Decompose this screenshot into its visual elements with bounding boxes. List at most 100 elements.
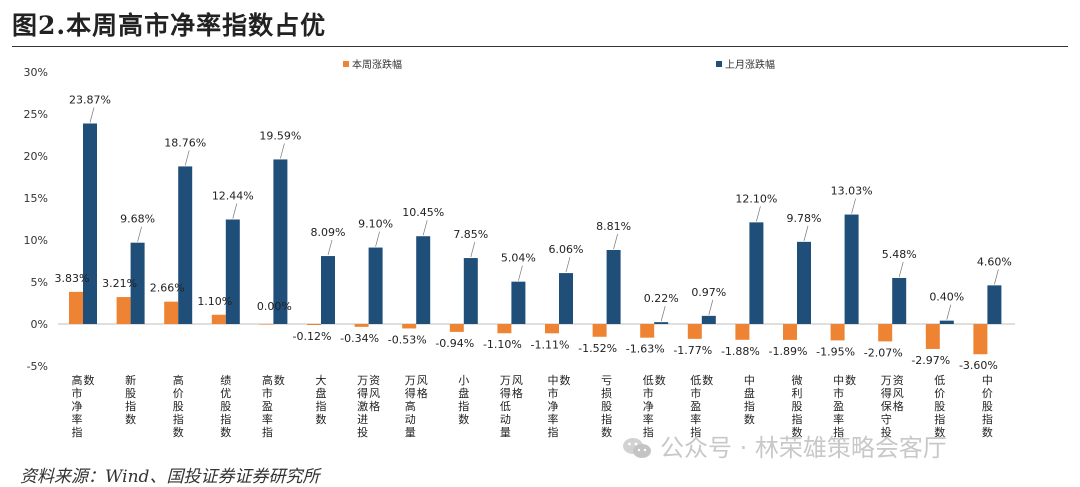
leader-line: [851, 198, 856, 214]
chart-title: 图2.本周高市净率指数占优: [12, 11, 327, 40]
bar-this-week: [830, 324, 845, 341]
leader-line: [375, 231, 380, 247]
data-label-last-month: 4.60%: [977, 255, 1012, 268]
x-tick-label: 中盘指数: [744, 374, 755, 426]
bar-last-month: [987, 285, 1002, 324]
y-tick-label: 20%: [24, 150, 48, 163]
data-label-this-week: -0.12%: [293, 330, 332, 343]
leader-line: [184, 150, 190, 166]
watermark: 公众号 · 林荣雄策略会客厅: [622, 428, 947, 463]
bar-this-week: [259, 324, 274, 325]
x-tick-label: 万得激进投资风格: [357, 374, 380, 439]
leader-line: [898, 261, 904, 278]
x-tick-label: 低价股指数: [934, 374, 945, 439]
bar-last-month: [701, 315, 716, 324]
title-divider: [12, 46, 1068, 47]
leader-line: [756, 206, 761, 222]
x-tick-label: 万得低动量风格: [500, 374, 523, 439]
watermark-text: 公众号 · 林荣雄策略会客厅: [660, 434, 947, 462]
leader-line: [327, 239, 333, 256]
x-tick-label: 中市净率指数: [548, 374, 571, 439]
data-label-last-month: 9.68%: [120, 213, 155, 226]
bar-this-week: [116, 297, 131, 324]
x-tick-label: 大盘指数: [316, 373, 327, 426]
data-label-last-month: 19.59%: [259, 129, 301, 142]
x-tick-label: 中价股指数: [982, 374, 993, 439]
bar-this-week: [307, 324, 321, 326]
x-tick-label: 低市盈率指数: [690, 374, 713, 439]
x-tick-label: 万得保守投资风格: [881, 374, 904, 439]
bar-this-week: [783, 324, 797, 340]
data-label-this-week: -0.34%: [340, 332, 379, 345]
data-label-last-month: 18.76%: [164, 136, 206, 149]
bar-last-month: [178, 166, 193, 324]
data-label-this-week: -1.10%: [483, 338, 522, 351]
bar-last-month: [321, 256, 335, 324]
x-tick-label: 微利股指数: [792, 373, 803, 439]
data-label-this-week: 0.00%: [257, 300, 292, 313]
bar-this-week: [545, 324, 559, 334]
bar-last-month: [463, 258, 478, 324]
leader-line: [994, 269, 999, 285]
x-tick-label: 新股指数: [125, 373, 136, 426]
bar-this-week: [354, 324, 369, 327]
leader-line: [470, 241, 476, 258]
bar-last-month: [225, 219, 240, 324]
bar-this-week: [211, 314, 226, 324]
y-tick-label: 5%: [31, 276, 48, 289]
data-label-last-month: 12.44%: [212, 190, 254, 203]
bar-this-week: [497, 324, 512, 334]
data-label-this-week: -0.94%: [435, 337, 474, 350]
leader-line: [422, 220, 428, 236]
leader-line: [232, 203, 238, 219]
bar-last-month: [654, 322, 669, 324]
bar-last-month: [749, 222, 764, 324]
data-label-last-month: 5.04%: [501, 252, 536, 265]
bar-last-month: [892, 277, 907, 324]
x-tick-label: 高价股指数: [173, 373, 184, 439]
leader-line: [946, 304, 952, 320]
bar-last-month: [368, 247, 383, 324]
data-label-last-month: 13.03%: [831, 185, 873, 198]
data-label-this-week: -1.89%: [769, 345, 808, 358]
bar-this-week: [69, 291, 83, 324]
data-label-last-month: 5.48%: [882, 248, 917, 261]
data-label-last-month: 23.87%: [69, 93, 111, 106]
bar-this-week: [687, 324, 702, 339]
bar-chart: 30% 25% 20% 15% 10% 5% 0% -5% 本周涨跌幅 上月涨跌幅 23.87% 3.…: [24, 58, 1015, 439]
legend-swatch-this-week: [343, 61, 349, 67]
data-label-last-month: 8.09%: [311, 226, 346, 239]
wechat-icon: [623, 438, 651, 458]
bar-this-week: [592, 324, 607, 337]
bar-this-week: [973, 324, 988, 355]
data-label-last-month: 7.85%: [453, 228, 488, 241]
bar-this-week: [878, 324, 893, 342]
data-label-this-week: 3.83%: [55, 272, 90, 285]
data-label-last-month: 12.10%: [735, 192, 777, 205]
bar-this-week: [164, 301, 179, 324]
bar-this-week: [925, 324, 940, 349]
leader-line: [89, 107, 95, 123]
data-label-this-week: 2.66%: [150, 282, 185, 295]
bar-last-month: [511, 281, 526, 324]
leader-line: [565, 257, 571, 273]
bar-last-month: [939, 320, 954, 324]
data-label-this-week: -1.88%: [721, 345, 760, 358]
data-label-this-week: -1.52%: [578, 342, 617, 355]
y-tick-label: 30%: [24, 66, 48, 79]
bar-last-month: [416, 236, 431, 324]
bar-this-week: [402, 324, 417, 329]
data-label-last-month: 9.10%: [358, 218, 393, 231]
x-tick-label: 中市盈率指数: [833, 374, 856, 439]
leader-line: [518, 265, 523, 281]
source-note: 资料来源：Wind、国投证券证券研究所: [20, 467, 320, 487]
leader-line: [660, 306, 666, 322]
bar-last-month: [130, 242, 145, 324]
data-label-this-week: -3.60%: [959, 359, 998, 372]
y-tick-label: 10%: [24, 234, 48, 247]
data-label-this-week: -0.53%: [388, 333, 427, 346]
y-tick-label: -5%: [27, 360, 48, 373]
bar-last-month: [83, 123, 97, 324]
bar-last-month: [844, 214, 859, 324]
y-tick-label: 25%: [24, 108, 48, 121]
